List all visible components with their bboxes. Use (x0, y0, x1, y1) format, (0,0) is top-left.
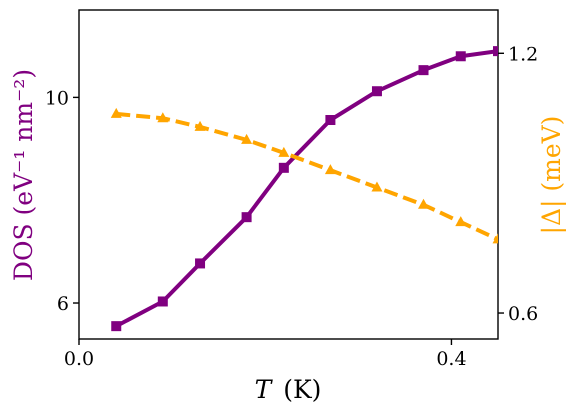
data-point-square (371, 86, 382, 97)
x-axis-label-unit: (K) (283, 375, 321, 404)
x-axis-label-symbol: T (255, 375, 274, 404)
data-point-triangle (455, 216, 467, 227)
data-point-square (111, 321, 122, 332)
data-point-triangle (418, 198, 430, 209)
data-point-triangle (157, 112, 169, 123)
data-point-square (493, 46, 498, 57)
series-group-left (111, 46, 498, 332)
x-tick-label: 0.4 (436, 348, 466, 370)
data-point-triangle (278, 146, 290, 157)
data-point-square (325, 115, 336, 126)
series-line-right (116, 111, 498, 242)
y-right-tick-label: 1.2 (508, 43, 538, 65)
data-point-triangle (194, 120, 206, 131)
series-layer (110, 46, 498, 332)
x-axis-label: T (K) (255, 375, 322, 404)
ticks-layer: 0.0 0.4 6 10 0.6 1.2 (45, 43, 538, 370)
data-point-triangle (492, 233, 498, 244)
x-tick-label: 0.0 (64, 348, 94, 370)
data-point-square (455, 51, 466, 62)
data-point-triangle (324, 164, 336, 175)
y-right-tick-label: 0.6 (508, 303, 538, 325)
series-line-left (115, 49, 498, 328)
y-left-tick-label: 10 (45, 87, 69, 109)
series-group-right (110, 107, 498, 244)
data-point-triangle (241, 133, 253, 144)
data-point-triangle (371, 181, 383, 192)
data-point-square (418, 65, 429, 76)
y-left-tick-label: 6 (57, 293, 69, 315)
data-point-square (157, 296, 168, 307)
data-point-square (241, 212, 252, 223)
y-axis-label-right: |Δ| (meV) (537, 116, 567, 235)
data-point-triangle (110, 107, 122, 118)
plot-area (78, 9, 499, 340)
data-point-square (278, 162, 289, 173)
y-axis-label-left: DOS (eV⁻¹ nm⁻²) (9, 69, 38, 281)
data-point-square (195, 258, 206, 269)
